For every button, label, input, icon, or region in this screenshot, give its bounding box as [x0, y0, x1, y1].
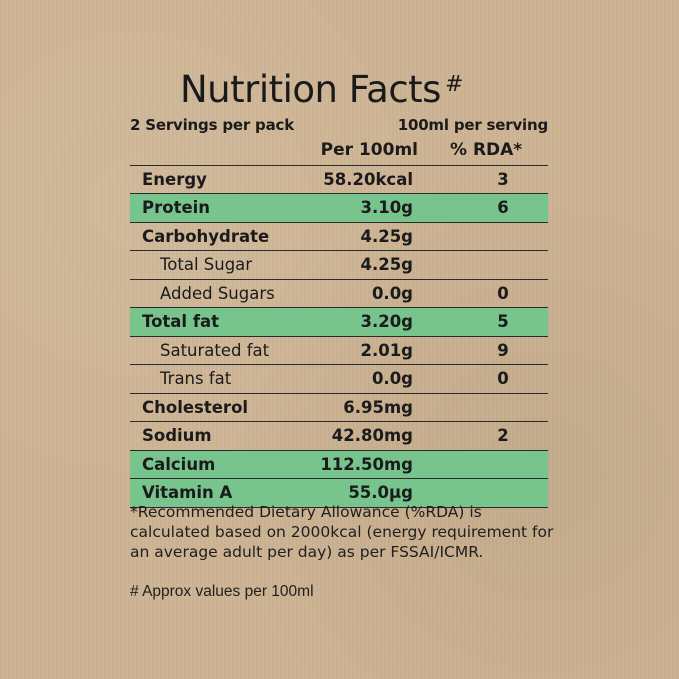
nutrient-label: Sodium	[142, 426, 212, 445]
nutrient-label: Total Sugar	[160, 255, 253, 274]
nutrient-rda: 6	[497, 198, 509, 217]
row-protein: Protein 3.10g 6	[130, 193, 548, 222]
nutrient-value: 6.95mg	[343, 397, 413, 417]
nutrient-rda: 0	[497, 369, 509, 388]
row-trans-fat: Trans fat 0.0g 0	[130, 364, 548, 393]
nutrient-value: 42.80mg	[331, 426, 413, 445]
nutrient-label: Vitamin A	[142, 483, 233, 502]
title-footnote-mark: #	[444, 72, 463, 97]
nutrient-rda: 3	[497, 169, 509, 189]
table-header: Per 100ml % RDA*	[130, 136, 548, 165]
row-sodium: Sodium 42.80mg 2	[130, 421, 548, 450]
nutrient-label: Saturated fat	[160, 340, 270, 360]
servings-per-pack: 2 Servings per pack	[130, 116, 294, 134]
nutrient-label: Carbohydrate	[142, 226, 270, 246]
row-saturated-fat: Saturated fat 2.01g 9	[130, 335, 548, 365]
approx-values-note: # Approx values per 100ml	[130, 583, 314, 600]
rda-footnote: *Recommended Dietary Allowance (%RDA) is…	[130, 503, 554, 561]
table-bottom-rule	[130, 506, 548, 508]
nutrient-value: 2.01g	[360, 340, 413, 360]
nutrient-label: Protein	[142, 198, 211, 217]
nutrient-rda: 5	[497, 312, 509, 331]
row-energy: Energy 58.20kcal 3	[130, 164, 548, 194]
nutrient-value: 4.25g	[360, 226, 413, 246]
nutrient-value: 0.0g	[371, 369, 413, 388]
nutrient-rda: 9	[497, 340, 509, 360]
row-vitamin-a: Vitamin A 55.0µg	[130, 478, 548, 507]
row-total-fat: Total fat 3.20g 5	[130, 307, 548, 336]
nutrition-title: Nutrition Facts #	[180, 68, 463, 111]
nutrient-label: Cholesterol	[142, 397, 249, 417]
nutrient-value: 3.10g	[360, 198, 413, 217]
nutrient-value: 55.0µg	[348, 483, 413, 502]
column-header-rda: % RDA*	[450, 140, 523, 160]
nutrient-rda: 2	[497, 426, 509, 445]
nutrient-label: Trans fat	[160, 369, 232, 388]
row-total-sugar: Total Sugar 4.25g	[130, 250, 548, 279]
nutrient-rda: 0	[497, 283, 509, 303]
nutrient-value: 3.20g	[360, 312, 413, 331]
nutrient-value: 112.50mg	[320, 454, 413, 474]
column-header-per-100ml: Per 100ml	[320, 140, 418, 160]
row-carbohydrate: Carbohydrate 4.25g	[130, 221, 548, 251]
servings-line: 2 Servings per pack 100ml per serving	[130, 116, 548, 134]
nutrient-label: Calcium	[142, 454, 216, 474]
nutrient-label: Added Sugars	[160, 283, 275, 303]
row-cholesterol: Cholesterol 6.95mg	[130, 392, 548, 422]
row-calcium: Calcium 112.50mg	[130, 449, 548, 478]
nutrition-table: Per 100ml % RDA* Energy 58.20kcal 3 Prot…	[130, 136, 548, 508]
serving-size: 100ml per serving	[397, 116, 548, 134]
nutrient-value: 0.0g	[371, 283, 413, 303]
row-added-sugars: Added Sugars 0.0g 0	[130, 278, 548, 308]
nutrient-value: 4.25g	[360, 255, 413, 274]
nutrient-label: Total fat	[142, 312, 220, 331]
nutrient-label: Energy	[142, 169, 207, 189]
nutrient-value: 58.20kcal	[323, 169, 413, 189]
